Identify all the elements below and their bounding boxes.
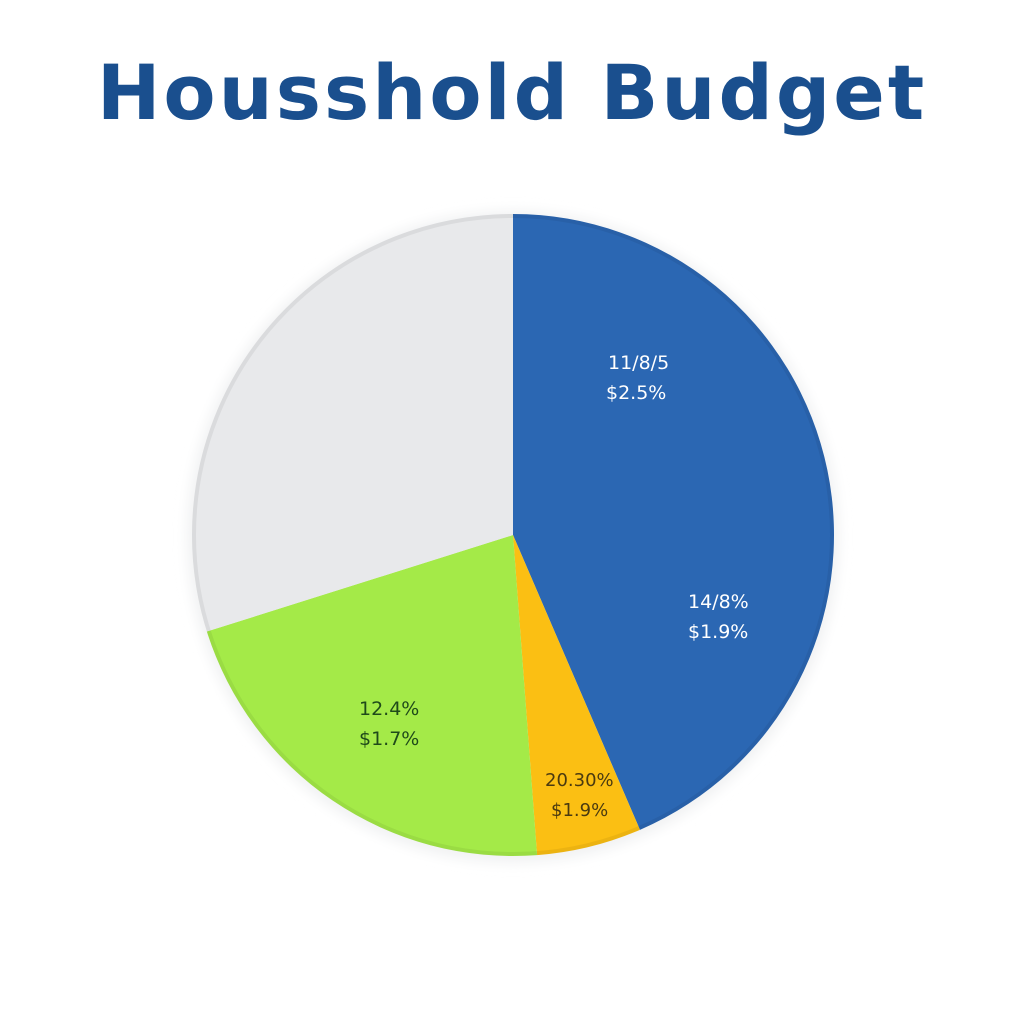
chart-title: Housshold Budget xyxy=(96,48,928,137)
label-line: $2.5% xyxy=(606,382,667,404)
label-line: 11/8/5 xyxy=(608,352,670,374)
label-line: 12.4% xyxy=(359,698,420,720)
pie-slices xyxy=(191,214,834,856)
pie-rim xyxy=(192,214,834,856)
slice-label-yellow: 20.30% $1.9% xyxy=(545,766,614,826)
label-line: $1.7% xyxy=(359,728,420,750)
pie-slice-green xyxy=(206,535,538,856)
slice-label-green: 12.4% $1.7% xyxy=(359,694,419,754)
label-line: $1.9% xyxy=(688,621,749,643)
pie-slice-yellow xyxy=(513,535,640,856)
slice-label-blue-bottom: 14/8% $1.9% xyxy=(688,587,749,647)
slice-label-blue-top: 11/8/5 $2.5% xyxy=(606,348,669,408)
label-line: $1.9% xyxy=(551,800,609,821)
label-line: 14/8% xyxy=(688,591,749,613)
pie-slice-blue xyxy=(513,214,834,830)
pie-slice-gray xyxy=(191,214,513,632)
label-line: 20.30% xyxy=(545,770,614,791)
